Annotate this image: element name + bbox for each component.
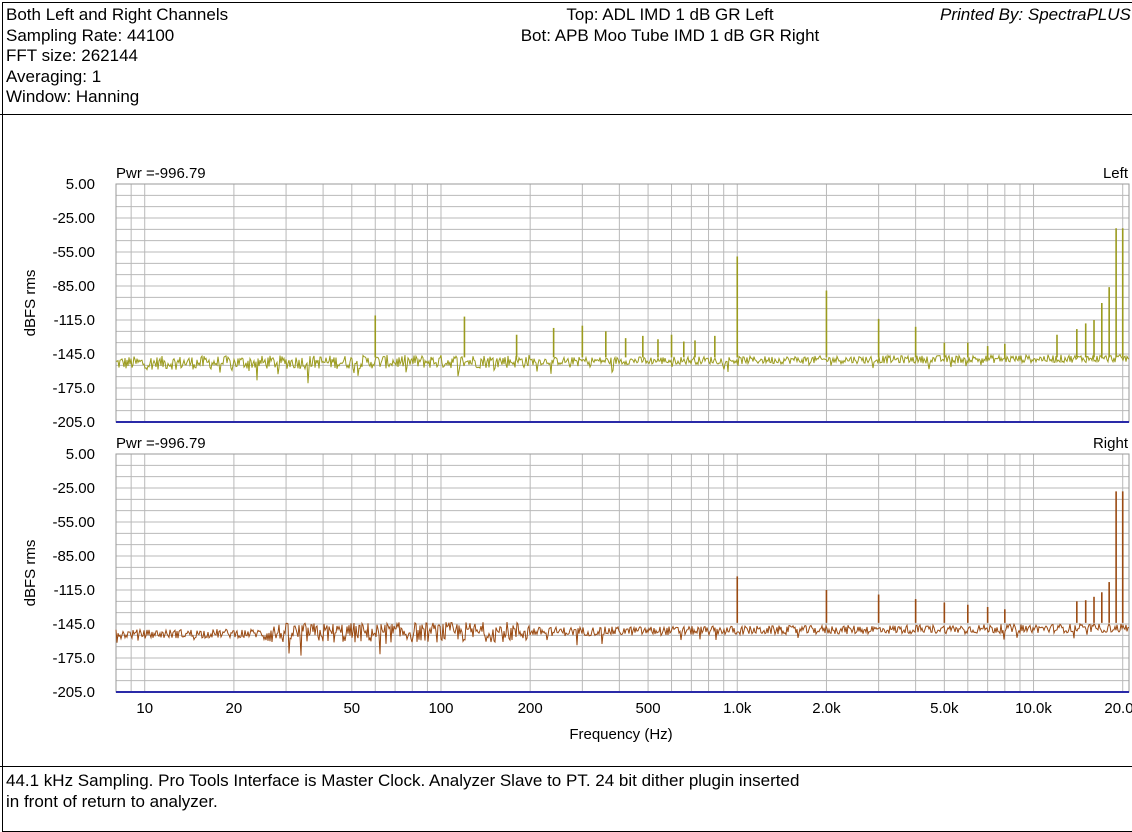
y-tick-label: -205.0	[52, 414, 95, 431]
x-tick-label: 100	[428, 700, 453, 717]
channel-label: Left	[1103, 165, 1129, 182]
footer-notes: 44.1 kHz Sampling. Pro Tools Interface i…	[6, 770, 799, 812]
panel-top: 5.00 -25.00 -55.00 -85.00 -115.0 -145.0 -175.0…	[22, 165, 1130, 431]
header-line-window: Window: Hanning	[6, 87, 140, 106]
x-tick-label: 200	[518, 700, 543, 717]
y-tick-label: -205.0	[52, 684, 95, 701]
header-top-title: Top: ADL IMD 1 dB GR Left	[566, 5, 774, 24]
y-tick-label: -25.00	[52, 480, 95, 497]
x-tick-label: 2.0k	[812, 700, 841, 717]
y-tick-label: -115.0	[54, 582, 95, 599]
header-info: Both Left and Right Channels Sampling Ra…	[6, 5, 228, 108]
x-tick-label: 20	[226, 700, 243, 717]
footer-divider	[0, 766, 1132, 767]
x-tick-label: 1.0k	[723, 700, 752, 717]
y-tick-label: -175.0	[52, 380, 95, 397]
header-divider	[0, 114, 1132, 115]
footer-line-1: 44.1 kHz Sampling. Pro Tools Interface i…	[6, 771, 800, 790]
y-tick-label: 5.00	[66, 176, 95, 193]
y-tick-label: -55.00	[52, 244, 95, 261]
y-tick-label: -175.0	[52, 650, 95, 667]
x-tick-label: 20.0k	[1104, 700, 1132, 717]
y-tick-label: 5.00	[66, 446, 95, 463]
plot-border	[115, 183, 1130, 423]
y-tick-label: -85.00	[52, 278, 95, 295]
x-tick-label: 5.0k	[930, 700, 959, 717]
header-titles: Top: ADL IMD 1 dB GR Left Bot: APB Moo T…	[480, 5, 860, 46]
printed-by: Printed By: SpectraPLUS	[940, 5, 1131, 24]
y-tick-label: -115.0	[54, 312, 95, 329]
header-line-channels: Both Left and Right Channels	[6, 5, 229, 24]
noise-trace	[115, 353, 1130, 384]
power-label: Pwr =-996.79	[116, 435, 206, 452]
x-tick-label: 10.0k	[1015, 700, 1052, 717]
x-tick-label: 500	[636, 700, 661, 717]
y-tick-label: -145.0	[52, 346, 95, 363]
channel-label: Right	[1093, 435, 1129, 452]
noise-trace	[115, 621, 1130, 656]
x-tick-label: 10	[136, 700, 153, 717]
y-axis-label: dBFS rms	[22, 270, 39, 337]
y-axis-label: dBFS rms	[22, 540, 39, 607]
header-line-sampling-rate: Sampling Rate: 44100	[6, 25, 175, 45]
power-label: Pwr =-996.79	[116, 165, 206, 182]
x-axis-label: Frequency (Hz)	[569, 726, 672, 743]
plot-border	[115, 453, 1130, 693]
y-tick-label: -25.00	[52, 210, 95, 227]
footer-line-2: in front of return to analyzer.	[6, 792, 218, 811]
y-tick-label: -145.0	[52, 616, 95, 633]
y-tick-label: -55.00	[52, 514, 95, 531]
x-tick-label: 50	[343, 700, 360, 717]
y-tick-label: -85.00	[52, 548, 95, 565]
header-line-averaging: Averaging: 1	[6, 66, 102, 86]
panel-bottom: 5.00 -25.00 -55.00 -85.00 -115.0 -145.0 -175.0…	[22, 435, 1130, 701]
header-line-fft-size: FFT size: 262144	[6, 46, 138, 65]
header-bottom-title: Bot: APB Moo Tube IMD 1 dB GR Right	[520, 25, 820, 45]
